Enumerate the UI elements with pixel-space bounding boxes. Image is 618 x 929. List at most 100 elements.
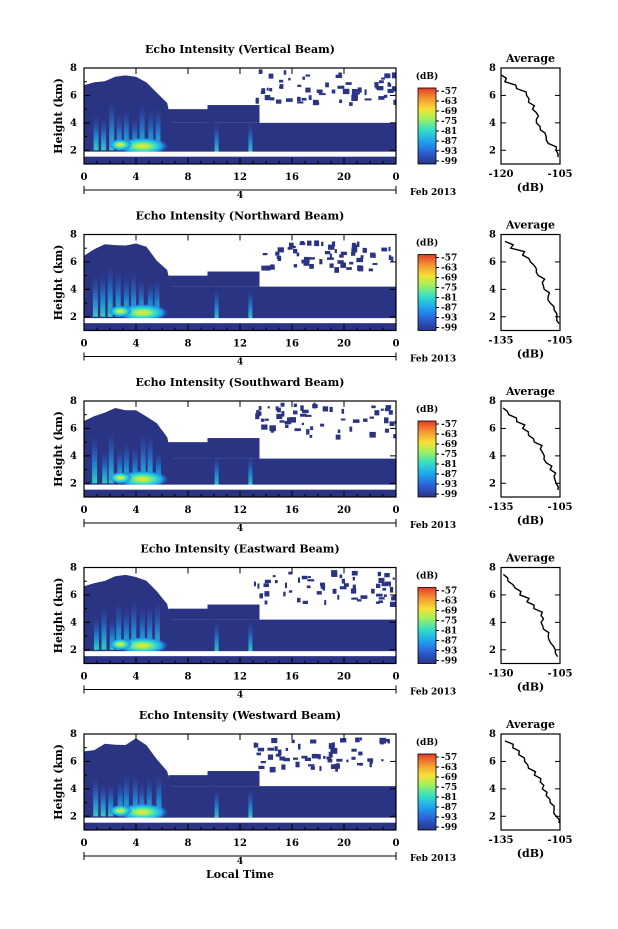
echo-speck bbox=[388, 246, 391, 252]
echo-speck bbox=[343, 583, 349, 587]
x-tick-label: 0 bbox=[393, 672, 400, 683]
colorbar-label: (dB) bbox=[416, 71, 438, 82]
echo-speck bbox=[275, 251, 280, 256]
echo-speck bbox=[272, 575, 276, 578]
x-tick-label: 12 bbox=[233, 672, 247, 683]
echo-region bbox=[168, 608, 214, 620]
colorbar-tick-label: -81 bbox=[441, 460, 457, 470]
echo-speck bbox=[374, 82, 379, 88]
echo-speck bbox=[264, 95, 271, 101]
echo-speck bbox=[342, 88, 350, 95]
echo-speck bbox=[297, 96, 301, 102]
echo-plume bbox=[147, 432, 153, 484]
echo-speck bbox=[387, 739, 390, 744]
echo-speck bbox=[308, 257, 315, 260]
average-y-tick-label: 4 bbox=[489, 284, 496, 295]
echo-speck bbox=[277, 257, 282, 261]
echo-speck bbox=[271, 738, 278, 744]
echo-speck bbox=[351, 252, 356, 256]
echo-speck bbox=[300, 413, 307, 417]
echo-speck bbox=[395, 418, 396, 421]
echo-plume bbox=[109, 100, 115, 151]
echo-speck bbox=[378, 600, 383, 603]
echo-speck bbox=[368, 268, 373, 272]
echo-speck bbox=[310, 766, 315, 770]
average-x-tick-label: -105 bbox=[547, 169, 572, 180]
echo-plume bbox=[107, 265, 113, 317]
average-profile-line bbox=[504, 740, 561, 824]
average-x-tick-label: -105 bbox=[547, 835, 572, 846]
echo-plume bbox=[214, 289, 219, 320]
echo-speck bbox=[304, 256, 310, 263]
y-tick-label: 2 bbox=[70, 811, 77, 822]
echo-plume bbox=[93, 777, 99, 817]
echo-core bbox=[108, 804, 133, 817]
echo-speck bbox=[268, 265, 275, 270]
echo-speck bbox=[354, 89, 360, 93]
echo-speck bbox=[360, 595, 368, 599]
echo-speck bbox=[301, 97, 307, 101]
colorbar bbox=[417, 254, 437, 331]
echo-speck bbox=[370, 759, 373, 764]
echo-speck bbox=[384, 417, 389, 424]
day-label: 4 bbox=[237, 857, 243, 867]
echo-speck bbox=[297, 84, 302, 87]
echo-speck bbox=[369, 761, 372, 768]
colorbar-tick-label: -75 bbox=[441, 450, 457, 460]
echo-region bbox=[168, 442, 214, 459]
y-tick-label: 8 bbox=[70, 63, 77, 74]
echo-speck bbox=[323, 755, 326, 759]
echo-speck bbox=[277, 247, 284, 253]
echo-region bbox=[84, 574, 178, 653]
echo-speck bbox=[257, 747, 265, 752]
echo-speck bbox=[331, 89, 336, 94]
echo-speck bbox=[319, 766, 322, 771]
echo-plume bbox=[154, 602, 160, 650]
echo-plume bbox=[123, 275, 129, 317]
y-tick-label: 6 bbox=[70, 756, 77, 767]
echo-speck bbox=[306, 585, 311, 589]
echo-speck bbox=[297, 597, 301, 603]
echo-speck bbox=[260, 90, 264, 94]
echo-speck bbox=[274, 746, 278, 752]
echo-speck bbox=[332, 588, 337, 594]
echo-speck bbox=[288, 590, 293, 593]
colorbar-tick-label: -69 bbox=[441, 107, 457, 117]
echo-plume bbox=[156, 452, 161, 484]
clutter-gap bbox=[84, 484, 396, 490]
colorbar-tick-label: -99 bbox=[441, 823, 457, 833]
y-tick-label: 6 bbox=[70, 90, 77, 101]
echo-speck bbox=[349, 426, 353, 432]
average-title: Average bbox=[505, 718, 555, 731]
x-tick-label: 4 bbox=[133, 505, 140, 516]
echo-region bbox=[207, 438, 260, 459]
echo-speck bbox=[255, 743, 259, 748]
beam-panel: Echo Intensity (Southward Beam) 2 4 6 8 0 4 8 12… bbox=[52, 376, 573, 534]
echo-speck bbox=[276, 99, 282, 104]
echo-speck bbox=[340, 262, 346, 268]
echo-speck bbox=[385, 405, 392, 409]
echo-speck bbox=[269, 425, 276, 432]
echo-speck bbox=[284, 420, 292, 425]
y-tick-label: 2 bbox=[70, 145, 77, 156]
echo-speck bbox=[335, 766, 338, 772]
echo-speck bbox=[340, 251, 347, 256]
echo-speck bbox=[305, 74, 311, 77]
y-axis-label: Height (km) bbox=[52, 245, 65, 321]
echo-speck bbox=[360, 255, 364, 259]
echo-plume bbox=[116, 113, 122, 151]
colorbar-tick-label: -87 bbox=[441, 470, 457, 480]
echo-speck bbox=[382, 587, 387, 591]
average-frame bbox=[500, 400, 561, 498]
colorbar-tick-label: -93 bbox=[441, 480, 457, 490]
average-x-label: (dB) bbox=[517, 847, 544, 860]
echo-speck bbox=[261, 424, 268, 430]
y-tick-label: 2 bbox=[70, 478, 77, 489]
echo-speck bbox=[351, 570, 358, 576]
echo-speck bbox=[261, 265, 267, 271]
average-y-tick-label: 4 bbox=[489, 784, 496, 795]
colorbar-label: (dB) bbox=[416, 238, 438, 249]
echo-speck bbox=[381, 77, 385, 80]
echo-speck bbox=[264, 265, 271, 271]
echo-speck bbox=[308, 764, 315, 767]
